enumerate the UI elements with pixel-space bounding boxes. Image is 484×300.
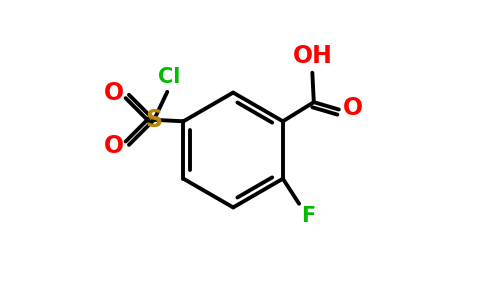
Text: O: O [104,134,124,158]
Text: O: O [343,96,363,120]
Text: S: S [145,108,163,132]
Text: F: F [302,206,316,226]
Text: O: O [104,81,124,105]
Text: OH: OH [292,44,333,68]
Text: Cl: Cl [157,67,180,86]
